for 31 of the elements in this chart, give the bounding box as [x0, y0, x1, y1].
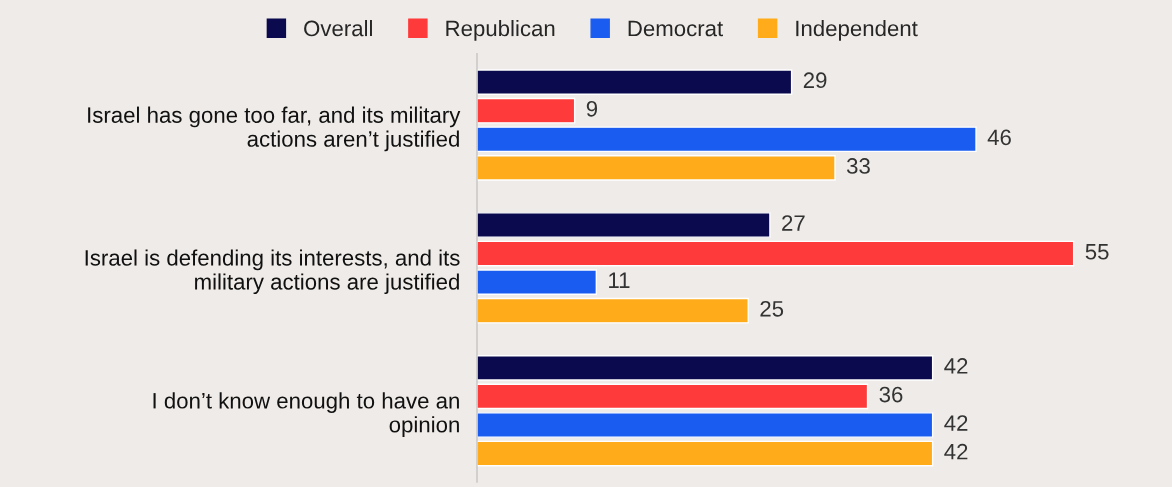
data-label: 33 [846, 158, 870, 174]
legend-label: Democrat [628, 20, 723, 37]
bar [477, 155, 836, 181]
bar [477, 212, 771, 238]
y-tick-label: Israel is defending its interests, and its military actions are justified [85, 249, 460, 295]
bar [477, 97, 576, 124]
legend-label: Independent [796, 20, 918, 41]
data-label: 42 [944, 358, 968, 374]
data-label: 25 [760, 300, 784, 317]
y-tick-label: Israel has gone too far, and its military actions aren’t justified [88, 106, 461, 152]
data-label: 9 [586, 100, 598, 117]
data-label: 29 [803, 72, 827, 89]
bar [477, 355, 934, 381]
bar [477, 412, 934, 438]
bar [477, 126, 977, 153]
data-label: 42 [944, 415, 968, 431]
data-label: 27 [782, 215, 805, 231]
bar [477, 440, 934, 467]
data-label: 36 [879, 386, 903, 403]
bar [477, 297, 749, 324]
bar [477, 69, 793, 95]
data-label: 46 [987, 129, 1011, 146]
data-label: 55 [1085, 244, 1109, 260]
bar [477, 240, 1075, 267]
y-tick-label: I don’t know enough to have an opinion [153, 392, 459, 437]
data-label: 42 [944, 443, 968, 460]
legend-label: Republican [446, 20, 555, 41]
data-label: 11 [609, 272, 630, 288]
legend-label: Overall [304, 20, 372, 37]
bar [477, 269, 598, 295]
bar [477, 383, 869, 410]
